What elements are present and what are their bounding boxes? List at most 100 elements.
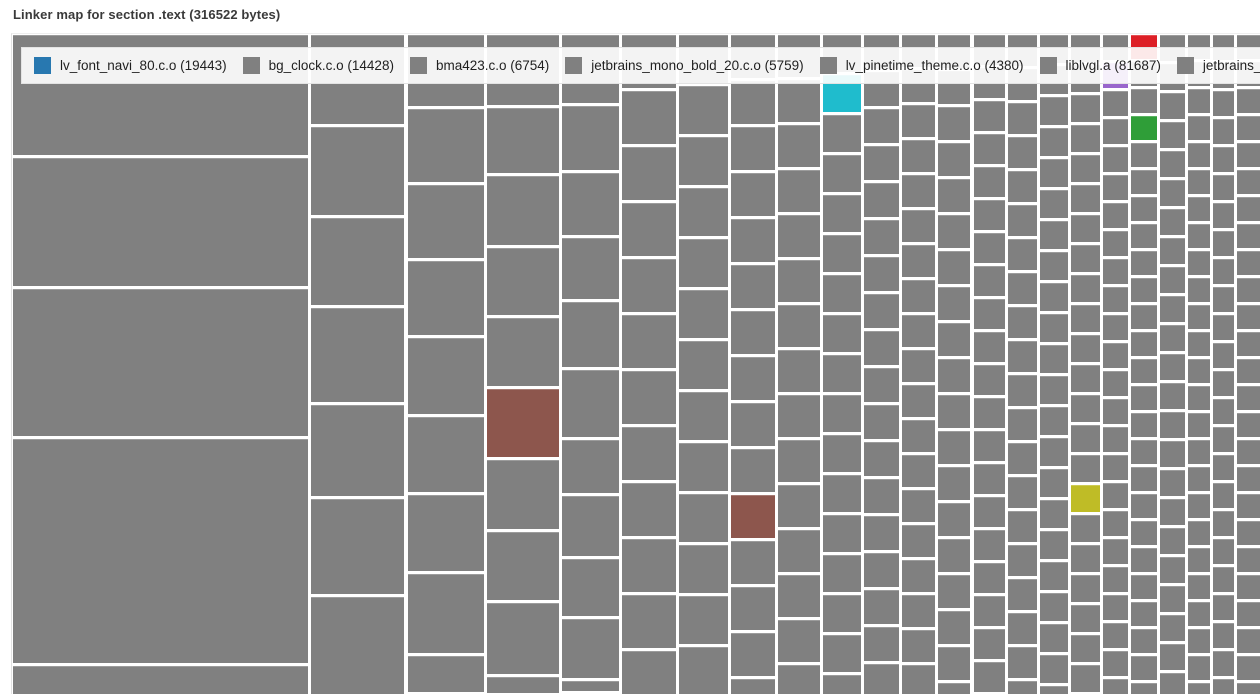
treemap-cell[interactable] <box>1040 624 1068 652</box>
treemap-cell[interactable] <box>1071 545 1100 572</box>
treemap-cell[interactable] <box>1131 278 1157 302</box>
treemap-cell[interactable] <box>823 555 861 592</box>
treemap-cell[interactable] <box>1188 332 1210 356</box>
treemap-cell[interactable] <box>864 294 899 328</box>
treemap-cell[interactable] <box>487 318 559 386</box>
treemap-cell[interactable] <box>938 395 970 428</box>
treemap-cell[interactable] <box>864 590 899 624</box>
treemap-cell[interactable] <box>679 86 728 134</box>
treemap-cell[interactable] <box>408 338 484 414</box>
treemap-cell[interactable] <box>408 109 484 182</box>
treemap-cell[interactable] <box>731 81 775 124</box>
treemap-cell[interactable] <box>1103 147 1128 172</box>
treemap-cell[interactable] <box>1103 371 1128 396</box>
treemap-cell[interactable] <box>778 575 820 617</box>
treemap-cell[interactable] <box>1040 283 1068 311</box>
treemap-cell[interactable] <box>864 109 899 143</box>
treemap-cell[interactable] <box>1160 441 1185 467</box>
treemap-cell[interactable] <box>1008 239 1037 270</box>
treemap-cell[interactable] <box>1008 205 1037 236</box>
treemap-cell[interactable] <box>1188 548 1210 572</box>
treemap-cell[interactable] <box>731 357 775 400</box>
treemap-cell[interactable] <box>1237 656 1260 680</box>
treemap-cell[interactable] <box>938 467 970 500</box>
treemap-cell[interactable] <box>1213 119 1234 144</box>
treemap-cell[interactable] <box>823 475 861 512</box>
treemap-cell[interactable] <box>1237 494 1260 518</box>
treemap-cell[interactable] <box>902 525 935 557</box>
treemap-cell[interactable] <box>778 350 820 392</box>
treemap-cell-highlighted[interactable] <box>487 389 559 457</box>
treemap-cell[interactable] <box>562 370 619 437</box>
treemap-cell[interactable] <box>408 417 484 492</box>
treemap-cell[interactable] <box>1008 579 1037 610</box>
treemap-cell[interactable] <box>1213 371 1234 396</box>
treemap-cell[interactable] <box>1188 359 1210 383</box>
treemap-cell[interactable] <box>1131 332 1157 356</box>
treemap-cell-highlighted[interactable] <box>1131 116 1157 140</box>
treemap-cell[interactable] <box>622 651 676 694</box>
treemap-cell[interactable] <box>311 218 404 305</box>
treemap-cell[interactable] <box>902 245 935 277</box>
treemap-cell[interactable] <box>778 665 820 694</box>
treemap-cell[interactable] <box>562 440 619 493</box>
treemap-cell[interactable] <box>1040 314 1068 342</box>
treemap-cell[interactable] <box>1213 483 1234 508</box>
treemap-cell[interactable] <box>731 541 775 584</box>
treemap-cell[interactable] <box>731 265 775 308</box>
treemap-cell[interactable] <box>1188 656 1210 680</box>
treemap-cell[interactable] <box>902 385 935 417</box>
treemap-cell[interactable] <box>1103 651 1128 676</box>
treemap-cell[interactable] <box>1103 567 1128 592</box>
treemap-cell[interactable] <box>622 539 676 592</box>
treemap-cell[interactable] <box>1040 376 1068 404</box>
treemap-cell[interactable] <box>622 595 676 648</box>
treemap-cell[interactable] <box>823 155 861 192</box>
treemap-cell[interactable] <box>1131 602 1157 626</box>
treemap-cell[interactable] <box>1071 395 1100 422</box>
treemap-cell[interactable] <box>311 127 404 215</box>
treemap-cell[interactable] <box>1160 528 1185 554</box>
treemap-cell[interactable] <box>1071 155 1100 182</box>
treemap-cell[interactable] <box>1160 499 1185 525</box>
treemap-cell[interactable] <box>1160 383 1185 409</box>
treemap-cell[interactable] <box>1188 494 1210 518</box>
treemap-cell[interactable] <box>1188 386 1210 410</box>
treemap-cell[interactable] <box>487 108 559 173</box>
treemap-cell[interactable] <box>823 355 861 392</box>
treemap-cell[interactable] <box>1071 275 1100 302</box>
treemap-cell[interactable] <box>902 105 935 137</box>
treemap-cell[interactable] <box>622 315 676 368</box>
treemap-cell[interactable] <box>1008 341 1037 372</box>
treemap-cell[interactable] <box>938 539 970 572</box>
treemap-cell[interactable] <box>1008 477 1037 508</box>
treemap-cell[interactable] <box>778 170 820 212</box>
treemap-cell[interactable] <box>823 315 861 352</box>
treemap-cell[interactable] <box>974 365 1005 395</box>
treemap-cell[interactable] <box>902 665 935 694</box>
treemap-cell[interactable] <box>778 395 820 437</box>
treemap-cell[interactable] <box>1131 251 1157 275</box>
treemap-cell[interactable] <box>1131 440 1157 464</box>
treemap-cell[interactable] <box>562 106 619 170</box>
treemap-cell[interactable] <box>902 350 935 382</box>
treemap-cell[interactable] <box>1188 170 1210 194</box>
treemap-cell[interactable] <box>1160 470 1185 496</box>
treemap-cell[interactable] <box>1040 686 1068 694</box>
treemap-cell[interactable] <box>974 596 1005 626</box>
treemap-cell[interactable] <box>974 530 1005 560</box>
treemap-cell[interactable] <box>1008 545 1037 576</box>
treemap-cell[interactable] <box>679 392 728 440</box>
treemap-cell[interactable] <box>1237 440 1260 464</box>
treemap-cell[interactable] <box>1188 629 1210 653</box>
treemap-cell[interactable] <box>1160 557 1185 583</box>
treemap-cell[interactable] <box>778 125 820 167</box>
treemap-cell[interactable] <box>1188 521 1210 545</box>
treemap-cell[interactable] <box>1213 343 1234 368</box>
treemap-cell[interactable] <box>974 299 1005 329</box>
treemap-cell[interactable] <box>1008 681 1037 694</box>
treemap-cell[interactable] <box>1103 203 1128 228</box>
treemap-cell[interactable] <box>902 175 935 207</box>
treemap-cell[interactable] <box>1213 511 1234 536</box>
treemap-cell[interactable] <box>1237 548 1260 572</box>
